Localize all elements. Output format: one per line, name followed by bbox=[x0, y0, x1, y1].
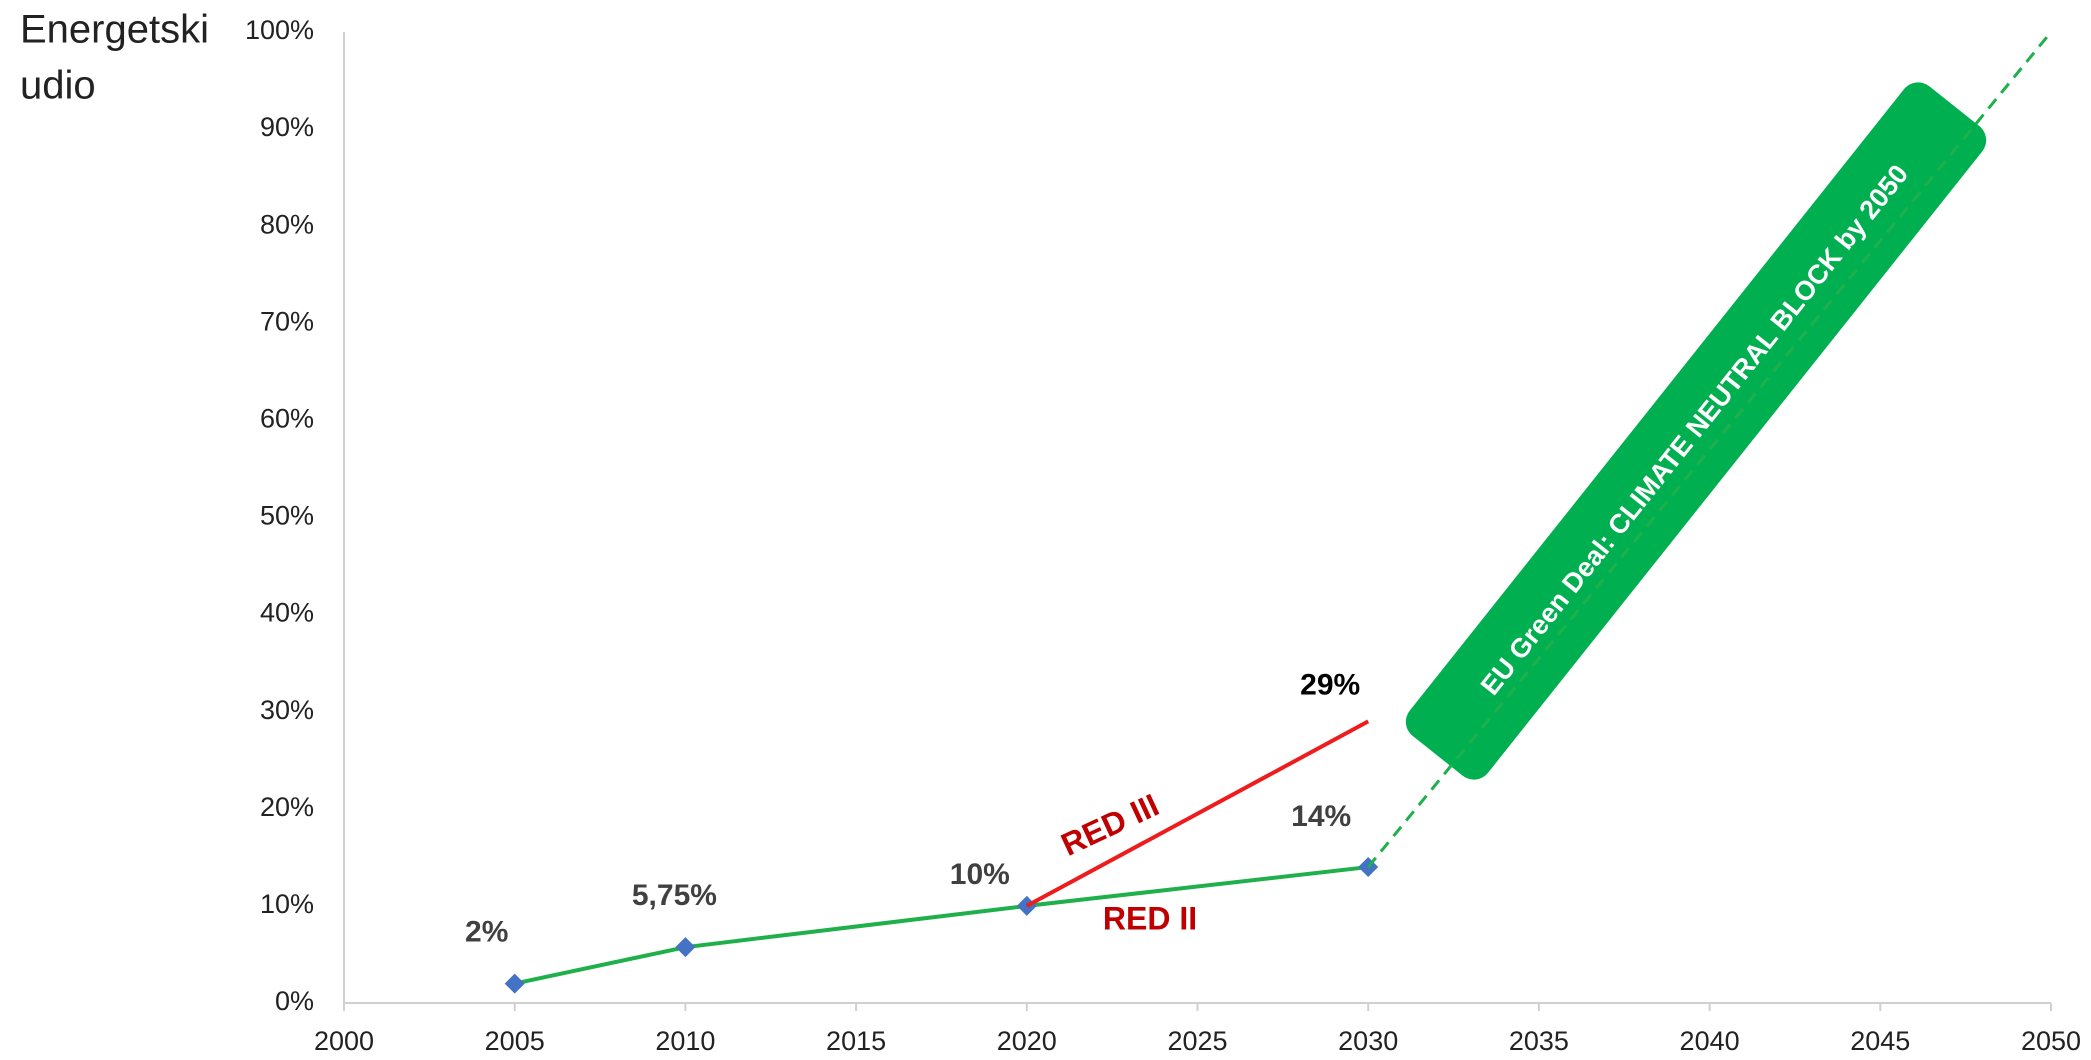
y-tick-label: 70% bbox=[260, 306, 314, 336]
y-axis-label: Energetski bbox=[20, 8, 209, 52]
y-tick-label: 20% bbox=[260, 792, 314, 822]
line bbox=[1025, 719, 1370, 908]
y-tick-label: 30% bbox=[260, 695, 314, 725]
x-tick-label: 2035 bbox=[1509, 1026, 1569, 1056]
y-tick-label: 0% bbox=[275, 986, 314, 1016]
series-label: RED II bbox=[1103, 900, 1197, 936]
y-tick-label: 60% bbox=[260, 404, 314, 434]
y-tick-label: 10% bbox=[260, 889, 314, 919]
x-tick-label: 2050 bbox=[2021, 1026, 2081, 1056]
annotation-text: EU Green Deal: CLIMATE NEUTRAL BLOCK by … bbox=[1475, 159, 1914, 701]
value-label: 2% bbox=[465, 916, 508, 949]
x-tick-label: 2030 bbox=[1338, 1026, 1398, 1056]
y-tick-label: 50% bbox=[260, 501, 314, 531]
y-tick-label: 40% bbox=[260, 598, 314, 628]
value-label: 10% bbox=[950, 858, 1010, 891]
x-tick-label: 2040 bbox=[1680, 1026, 1740, 1056]
x-tick-label: 2005 bbox=[485, 1026, 545, 1056]
y-axis-label: udio bbox=[20, 64, 96, 108]
x-tick-label: 2015 bbox=[826, 1026, 886, 1056]
marker bbox=[675, 937, 696, 958]
annotation: EU Green Deal: CLIMATE NEUTRAL BLOCK by … bbox=[1405, 82, 1987, 780]
value-label: 5,75% bbox=[632, 879, 717, 912]
value-label: 29% bbox=[1300, 668, 1360, 701]
x-tick-label: 2045 bbox=[1850, 1026, 1910, 1056]
y-tick-label: 80% bbox=[260, 209, 314, 239]
x-tick-label: 2010 bbox=[655, 1026, 715, 1056]
value-label: 14% bbox=[1291, 800, 1351, 833]
marker bbox=[504, 973, 525, 994]
y-tick-label: 100% bbox=[245, 15, 314, 45]
annotation-box bbox=[1405, 82, 1987, 780]
series-label: RED III bbox=[1056, 787, 1165, 863]
x-tick-label: 2000 bbox=[314, 1026, 374, 1056]
x-tick-label: 2020 bbox=[997, 1026, 1057, 1056]
x-tick-label: 2025 bbox=[1167, 1026, 1227, 1056]
line bbox=[514, 865, 1369, 986]
y-tick-label: 90% bbox=[260, 112, 314, 142]
